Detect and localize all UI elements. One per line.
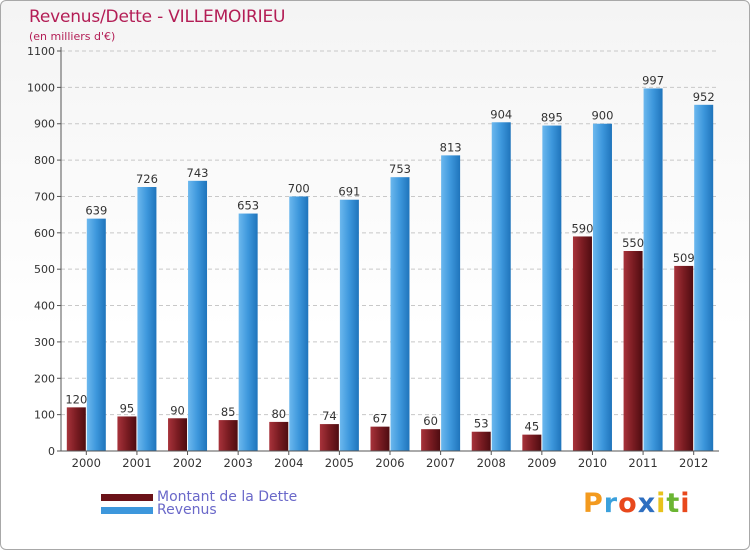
value-label-revenue-2005: 691	[338, 185, 360, 199]
value-label-debt-2004: 80	[271, 407, 286, 421]
bar-revenue-2006	[390, 177, 410, 451]
logo-letter: P	[583, 488, 604, 519]
value-label-revenue-2003: 653	[237, 199, 259, 213]
bar-debt-2004	[269, 421, 289, 451]
x-tick-label-2002: 2002	[173, 456, 202, 470]
chart-subtitle: (en milliers d'€)	[29, 30, 116, 43]
logo-letter: x	[637, 488, 657, 519]
legend-item-revenue: Revenus	[101, 502, 217, 518]
bar-debt-2011	[623, 251, 643, 451]
bar-debt-2010	[572, 236, 592, 451]
value-label-revenue-2002: 743	[187, 166, 209, 180]
bar-revenue-2005	[339, 199, 359, 451]
bar-debt-2012	[674, 265, 694, 451]
y-tick-label: 600	[34, 227, 55, 240]
bar-revenue-2001	[137, 187, 157, 451]
bar-debt-2009	[522, 434, 542, 451]
value-label-revenue-2009: 895	[541, 111, 563, 125]
value-label-debt-2008: 53	[474, 417, 489, 431]
value-label-revenue-2007: 813	[440, 140, 462, 154]
bar-debt-2007	[421, 429, 441, 451]
legend-swatch-debt	[101, 493, 153, 501]
value-label-debt-2000: 120	[65, 392, 87, 406]
logo-letter: t	[666, 488, 681, 519]
x-tick-label-2005: 2005	[325, 456, 354, 470]
value-label-revenue-2012: 952	[693, 90, 715, 104]
y-tick-label: 900	[34, 118, 55, 131]
value-label-revenue-2008: 904	[490, 107, 512, 121]
logo-letter: i	[656, 488, 667, 519]
bar-revenue-2002	[188, 180, 208, 451]
value-label-debt-2006: 67	[373, 412, 388, 426]
value-label-debt-2002: 90	[170, 403, 185, 417]
x-tick-label-2003: 2003	[224, 456, 253, 470]
bar-revenue-2010	[592, 123, 612, 452]
x-tick-label-2009: 2009	[527, 456, 556, 470]
y-tick-label: 1000	[27, 81, 55, 94]
x-tick-label-2010: 2010	[578, 456, 607, 470]
y-tick-label: 1100	[27, 45, 55, 58]
value-label-debt-2005: 74	[322, 409, 337, 423]
x-tick-label-2012: 2012	[679, 456, 708, 470]
value-label-debt-2011: 550	[622, 236, 644, 250]
y-tick-label: 500	[34, 263, 55, 276]
x-tick-label-2011: 2011	[628, 456, 657, 470]
x-tick-label-2000: 2000	[72, 456, 101, 470]
bar-revenue-2011	[643, 88, 663, 452]
y-tick-label: 0	[48, 445, 55, 458]
bar-debt-2000	[66, 407, 86, 451]
value-label-debt-2001: 95	[120, 401, 135, 415]
y-tick-label: 400	[34, 300, 55, 313]
value-label-revenue-2000: 639	[85, 204, 107, 218]
y-tick-label: 300	[34, 336, 55, 349]
x-tick-label-2001: 2001	[122, 456, 151, 470]
proxiti-logo: Proxiti	[583, 488, 691, 519]
bar-debt-2005	[319, 424, 339, 451]
value-label-revenue-2004: 700	[288, 181, 310, 195]
legend-item-debt: Montant de la Dette	[101, 489, 297, 505]
logo-letter: o	[618, 488, 638, 519]
value-label-revenue-2006: 753	[389, 162, 411, 176]
value-label-debt-2007: 60	[423, 414, 438, 428]
bar-debt-2002	[168, 418, 188, 451]
bar-debt-2006	[370, 426, 390, 451]
bar-revenue-2004	[289, 196, 309, 451]
x-tick-label-2006: 2006	[375, 456, 404, 470]
value-label-revenue-2001: 726	[136, 172, 158, 186]
bar-revenue-2000	[86, 218, 106, 451]
logo-letter: i	[680, 488, 691, 519]
x-tick-label-2007: 2007	[426, 456, 455, 470]
bar-revenue-2003	[238, 213, 258, 451]
value-label-debt-2010: 590	[571, 221, 593, 235]
y-tick-label: 100	[34, 409, 55, 422]
y-tick-label: 800	[34, 154, 55, 167]
y-tick-label: 700	[34, 190, 55, 203]
bar-revenue-2009	[542, 125, 562, 451]
value-label-debt-2009: 45	[525, 420, 540, 434]
logo-letter: r	[603, 488, 619, 519]
legend-label-revenue: Revenus	[157, 502, 217, 518]
chart-title: Revenus/Dette - VILLEMOIRIEU	[29, 7, 286, 27]
bar-debt-2001	[117, 416, 137, 451]
legend-label-debt: Montant de la Dette	[157, 489, 298, 505]
bar-revenue-2012	[694, 104, 714, 452]
bar-debt-2003	[218, 420, 238, 451]
value-label-debt-2003: 85	[221, 405, 236, 419]
x-tick-label-2008: 2008	[477, 456, 506, 470]
bar-revenue-2008	[491, 122, 511, 451]
value-label-debt-2012: 509	[673, 251, 695, 265]
value-label-revenue-2010: 900	[591, 109, 613, 123]
x-tick-label-2004: 2004	[274, 456, 303, 470]
bar-debt-2008	[471, 431, 491, 451]
bar-revenue-2007	[441, 155, 461, 451]
y-tick-label: 200	[34, 372, 55, 385]
value-label-revenue-2011: 997	[642, 73, 664, 87]
legend-swatch-revenue	[101, 506, 153, 514]
